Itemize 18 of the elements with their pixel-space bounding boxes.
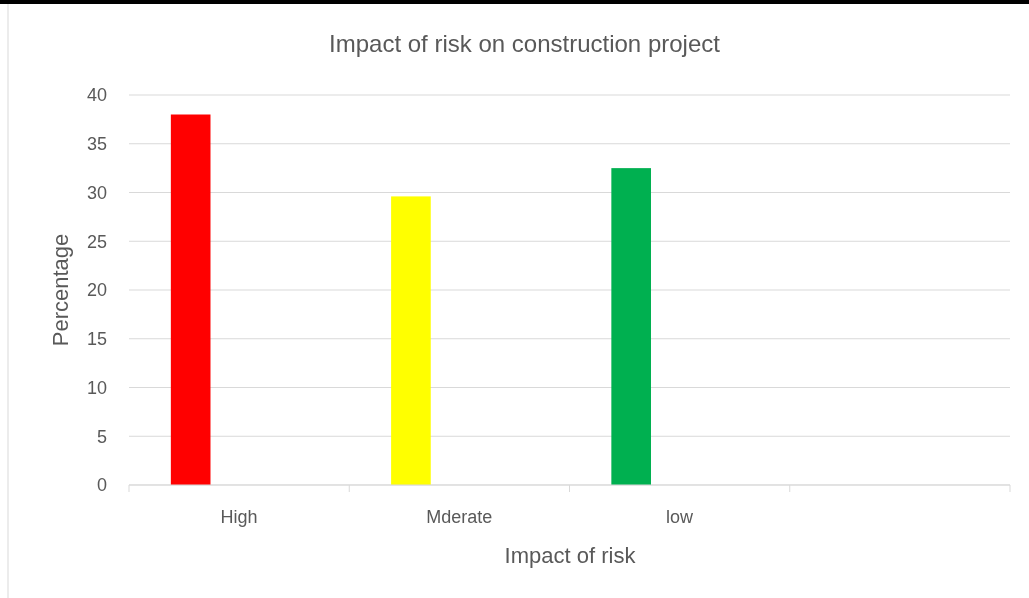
y-tick-label: 30 xyxy=(86,182,107,203)
x-axis-title: Impact of risk xyxy=(504,543,637,568)
x-tick-label: Mderate xyxy=(426,507,493,527)
bar xyxy=(611,168,651,485)
y-tick-label: 5 xyxy=(96,426,107,447)
y-tick-label: 20 xyxy=(86,280,107,301)
x-tick-label: High xyxy=(220,507,258,527)
y-tick-label: 40 xyxy=(86,85,107,106)
y-tick-label: 35 xyxy=(86,134,107,155)
chart-title: Impact of risk on construction project xyxy=(329,30,721,57)
y-tick-label: 15 xyxy=(86,329,107,350)
y-tick-label: 10 xyxy=(86,377,107,398)
y-tick-label: 0 xyxy=(96,475,107,496)
x-tick-label: low xyxy=(666,507,695,527)
y-tick-label: 25 xyxy=(86,231,107,252)
bar xyxy=(391,196,431,485)
bar xyxy=(170,114,211,485)
y-axis-title: Percentage xyxy=(48,233,73,347)
